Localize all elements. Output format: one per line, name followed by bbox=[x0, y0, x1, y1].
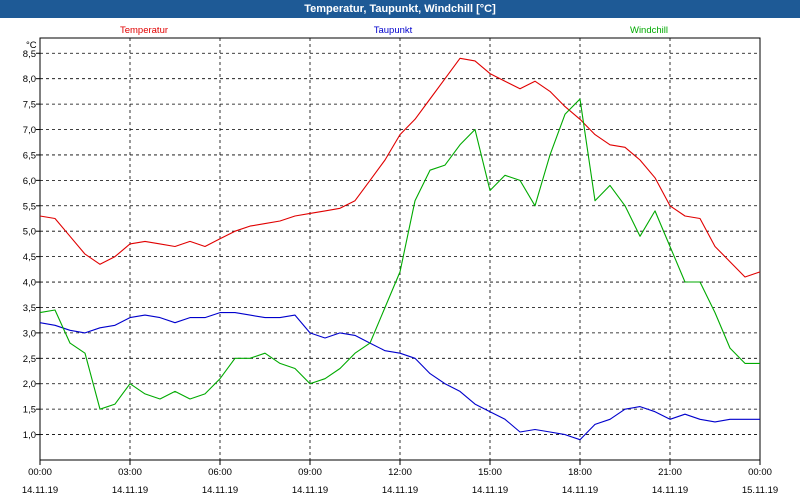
y-tick-label: 8,0 bbox=[23, 74, 36, 85]
y-tick-label: 2,0 bbox=[23, 379, 36, 390]
y-tick-label: 6,5 bbox=[23, 150, 36, 161]
x-tick-date: 14.11.19 bbox=[112, 485, 148, 496]
y-tick-labels: 1,0 1,5 2,0 2,5 3,0 3,5 4,0 4,5 5,0 5,5 6,0 6,5 7,0 7… bbox=[23, 49, 36, 441]
x-tick-time: 15:00 bbox=[478, 467, 502, 478]
x-tick-date: 14.11.19 bbox=[652, 485, 688, 496]
x-tick-time: 03:00 bbox=[118, 467, 142, 478]
x-tick-date: 14.11.19 bbox=[562, 485, 598, 496]
line-chart: 1,0 1,5 2,0 2,5 3,0 3,5 4,0 4,5 5,0 5,5 6,0 6,5 7,0 7… bbox=[22, 25, 778, 496]
plot-frame bbox=[39, 37, 761, 461]
series-lines bbox=[39, 57, 761, 441]
x-tick-date: 15.11.19 bbox=[742, 485, 778, 496]
chart-axes bbox=[36, 37, 761, 465]
window-title: Temperatur, Taupunkt, Windchill [°C] bbox=[0, 0, 800, 18]
y-tick-label: 4,5 bbox=[23, 252, 36, 263]
series-line-temperatur bbox=[39, 57, 761, 278]
y-tick-label: 3,0 bbox=[23, 328, 36, 339]
series-line-windchill bbox=[39, 98, 760, 410]
x-tick-time: 18:00 bbox=[568, 467, 592, 478]
x-tick-date: 14.11.19 bbox=[472, 485, 508, 496]
y-axis-label: °C bbox=[26, 40, 37, 51]
x-tick-date: 14.11.19 bbox=[382, 485, 418, 496]
y-tick-label: 5,5 bbox=[23, 201, 36, 212]
series-line-taupunkt bbox=[39, 312, 760, 441]
x-tick-time: 21:00 bbox=[658, 467, 682, 478]
y-tick-label: 4,0 bbox=[23, 278, 36, 289]
x-tick-date: 14.11.19 bbox=[202, 485, 238, 496]
x-tick-time: 12:00 bbox=[388, 467, 412, 478]
legend-item: Temperatur bbox=[120, 25, 168, 36]
y-tick-label: 7,0 bbox=[23, 125, 36, 136]
legend-item: Windchill bbox=[630, 25, 668, 36]
x-tick-date: 14.11.19 bbox=[22, 485, 58, 496]
y-tick-label: 8,5 bbox=[23, 49, 36, 60]
x-tick-time: 06:00 bbox=[208, 467, 232, 478]
legend-item: Taupunkt bbox=[374, 25, 413, 36]
y-tick-label: 6,0 bbox=[23, 176, 36, 187]
x-tick-labels: 00:00 14.11.19 03:00 14.11.19 06:00 14.11.19 0… bbox=[22, 467, 778, 496]
x-tick-time: 00:00 bbox=[748, 467, 772, 478]
y-tick-label: 5,0 bbox=[23, 227, 36, 238]
y-tick-label: 7,5 bbox=[23, 100, 36, 111]
legend: Temperatur Taupunkt Windchill bbox=[120, 25, 668, 36]
x-tick-date: 14.11.19 bbox=[292, 485, 328, 496]
grid-lines bbox=[40, 38, 760, 460]
y-tick-label: 2,5 bbox=[23, 354, 36, 365]
y-tick-label: 3,5 bbox=[23, 303, 36, 314]
y-tick-label: 1,5 bbox=[23, 405, 36, 416]
x-tick-time: 00:00 bbox=[28, 467, 52, 478]
y-tick-label: 1,0 bbox=[23, 430, 36, 441]
x-tick-time: 09:00 bbox=[298, 467, 322, 478]
